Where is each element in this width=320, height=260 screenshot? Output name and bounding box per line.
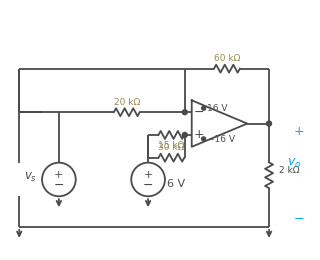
Circle shape [202, 106, 206, 110]
Text: 60 kΩ: 60 kΩ [214, 54, 240, 63]
Text: +: + [294, 125, 304, 138]
Circle shape [182, 110, 187, 115]
Text: −: − [54, 179, 64, 192]
Text: 2 kΩ: 2 kΩ [279, 166, 300, 175]
Text: −16 V: −16 V [207, 135, 235, 144]
Text: 30 kΩ: 30 kΩ [158, 143, 185, 152]
Text: 15 kΩ: 15 kΩ [158, 141, 185, 150]
Text: +: + [143, 170, 153, 179]
Circle shape [202, 137, 206, 141]
Circle shape [267, 121, 272, 126]
Text: +: + [193, 128, 204, 141]
Text: −: − [294, 212, 304, 225]
Text: +: + [54, 170, 64, 179]
Text: $v_o$: $v_o$ [287, 157, 301, 170]
Text: 16 V: 16 V [207, 104, 227, 113]
Text: −: − [193, 106, 204, 119]
Text: 6 V: 6 V [167, 179, 185, 190]
Circle shape [182, 133, 187, 138]
Text: −: − [143, 179, 153, 192]
Text: 20 kΩ: 20 kΩ [114, 98, 140, 107]
Text: $v_s$: $v_s$ [24, 171, 37, 184]
